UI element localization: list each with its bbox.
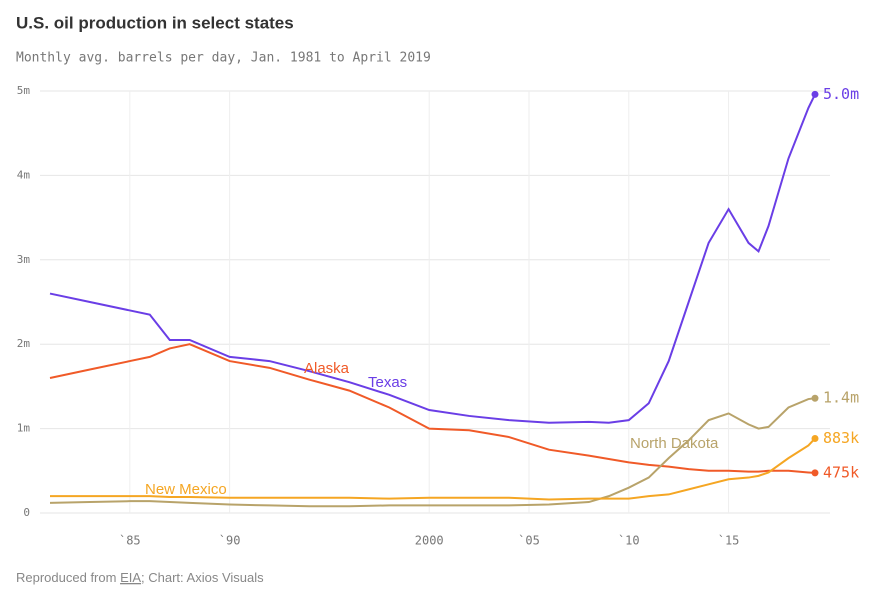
x-tick-label: `10 — [618, 534, 640, 548]
x-tick-label: `15 — [718, 534, 740, 548]
series-label: Texas — [368, 374, 407, 391]
source-prefix: Reproduced from — [16, 570, 120, 585]
y-tick-label: 4m — [17, 168, 31, 181]
end-label: 883k — [823, 429, 859, 447]
y-tick-label: 0 — [23, 506, 30, 519]
source: Reproduced from EIA; Chart: Axios Visual… — [16, 570, 264, 585]
series-line — [50, 437, 816, 501]
end-label: 1.4m — [823, 389, 859, 407]
end-label: 5.0m — [823, 85, 859, 103]
credit: ; Chart: Axios Visuals — [141, 570, 264, 585]
series-label: New Mexico — [145, 481, 227, 498]
y-tick-label: 2m — [17, 337, 31, 350]
x-tick-label: `85 — [119, 534, 141, 548]
end-dot — [811, 90, 819, 98]
x-tick-label: 2000 — [415, 534, 444, 548]
series-line — [49, 93, 816, 424]
x-tick-label: `90 — [219, 534, 241, 548]
series-label: North Dakota — [630, 435, 719, 452]
end-dot — [811, 469, 819, 477]
end-dot — [811, 434, 819, 442]
x-tick-label: `05 — [518, 534, 540, 548]
end-dot — [811, 394, 819, 402]
source-link[interactable]: EIA — [120, 570, 141, 585]
y-tick-label: 5m — [17, 84, 31, 97]
end-label: 475k — [823, 463, 859, 481]
series-line — [49, 397, 816, 508]
series-label: Alaska — [304, 360, 350, 377]
y-tick-label: 3m — [17, 253, 31, 266]
chart-subtitle: Monthly avg. barrels per day, Jan. 1981 … — [16, 51, 431, 66]
series-line — [49, 343, 816, 474]
y-tick-label: 1m — [17, 422, 31, 435]
chart-title: U.S. oil production in select states — [16, 13, 294, 32]
